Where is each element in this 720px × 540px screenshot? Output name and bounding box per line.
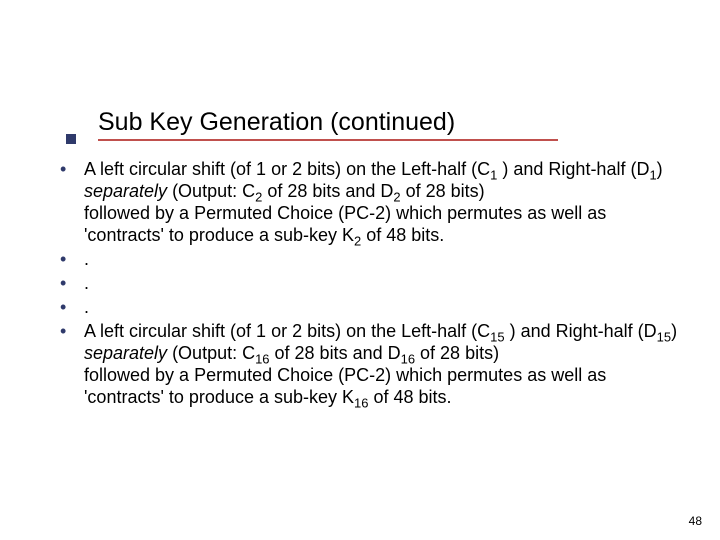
text: followed by a Permuted Choice (PC-2) whi… <box>84 365 606 407</box>
text: ) <box>657 159 663 179</box>
bullet-text-5: A left circular shift (of 1 or 2 bits) o… <box>84 320 686 408</box>
text: (Output: C <box>167 181 255 201</box>
text: ) and Right-half (D <box>497 159 649 179</box>
bullet-item-4: • . <box>60 296 686 318</box>
bullet-text-2: . <box>84 248 89 270</box>
content-area: • A left circular shift (of 1 or 2 bits)… <box>60 158 686 410</box>
page-number: 48 <box>689 514 702 528</box>
text: (Output: C <box>167 343 255 363</box>
text: of 48 bits. <box>368 387 451 407</box>
bullet-item-2: • . <box>60 248 686 270</box>
subscript: 1 <box>649 168 656 183</box>
text: of 28 bits) <box>415 343 499 363</box>
subscript: 16 <box>354 396 368 411</box>
bullet-marker: • <box>60 296 74 318</box>
bullet-text-3: . <box>84 272 89 294</box>
bullet-item-3: • . <box>60 272 686 294</box>
bullet-text-4: . <box>84 296 89 318</box>
title-block: Sub Key Generation (continued) <box>98 108 558 141</box>
title-accent-square <box>66 134 76 144</box>
text: of 28 bits and D <box>270 343 401 363</box>
bullet-marker: • <box>60 272 74 294</box>
bullet-item-1: • A left circular shift (of 1 or 2 bits)… <box>60 158 686 246</box>
text: ) <box>671 321 677 341</box>
text: of 28 bits) <box>401 181 485 201</box>
text: followed by a Permuted Choice (PC-2) whi… <box>84 203 606 245</box>
italic-text: separately <box>84 181 167 201</box>
text: ) and Right-half (D <box>505 321 657 341</box>
title-underline <box>98 139 558 141</box>
bullet-marker: • <box>60 248 74 270</box>
bullet-marker: • <box>60 320 74 342</box>
text: of 48 bits. <box>361 225 444 245</box>
text: of 28 bits and D <box>262 181 393 201</box>
slide-title: Sub Key Generation (continued) <box>98 108 558 137</box>
italic-text: separately <box>84 343 167 363</box>
bullet-text-1: A left circular shift (of 1 or 2 bits) o… <box>84 158 686 246</box>
bullet-item-5: • A left circular shift (of 1 or 2 bits)… <box>60 320 686 408</box>
subscript: 15 <box>657 330 671 345</box>
text: A left circular shift (of 1 or 2 bits) o… <box>84 321 490 341</box>
bullet-marker: • <box>60 158 74 180</box>
text: A left circular shift (of 1 or 2 bits) o… <box>84 159 490 179</box>
